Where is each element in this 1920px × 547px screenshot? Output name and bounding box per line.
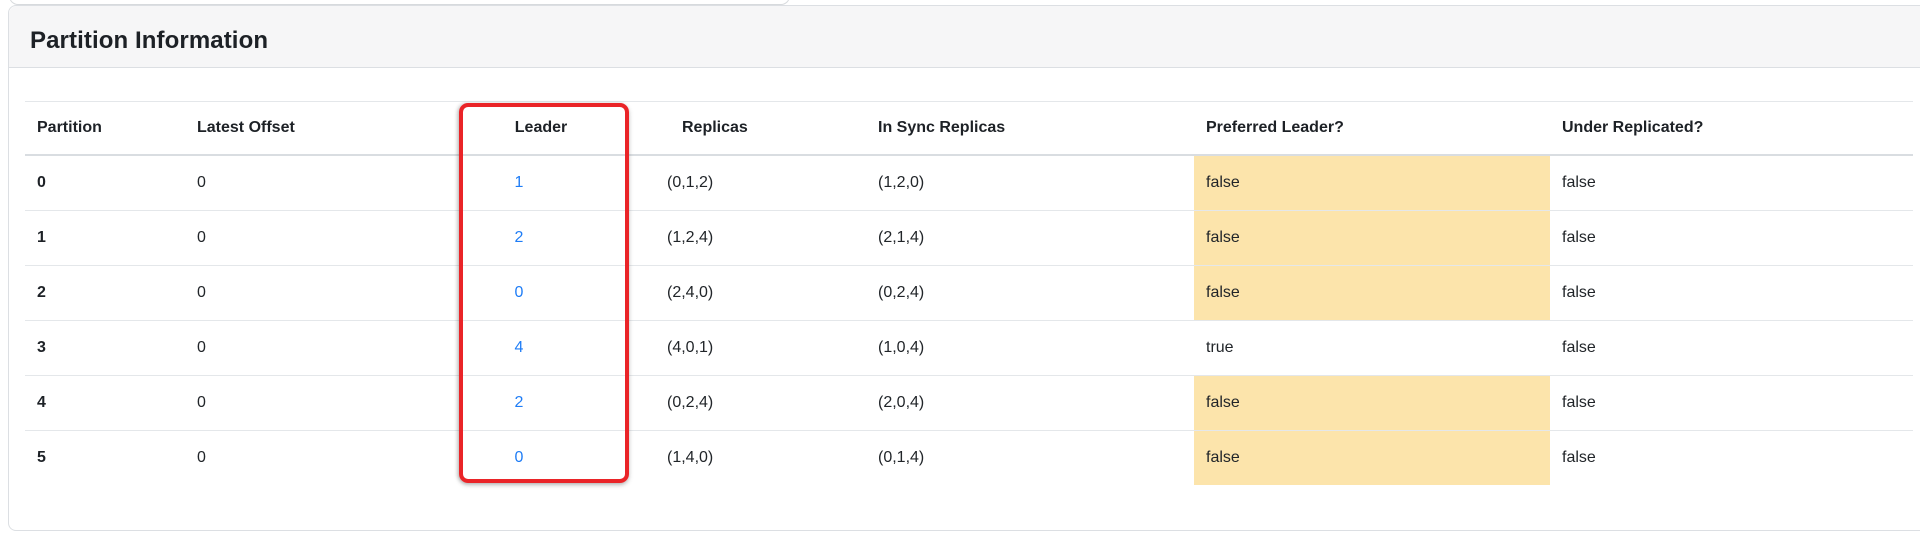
leader-cell: 2: [455, 375, 627, 431]
partition-cell: 1: [25, 210, 185, 266]
table-row: 5 0 0 (1,4,0) (0,1,4) false false: [25, 430, 1913, 485]
inSyncReplicas-cell: (2,0,4): [866, 375, 1194, 431]
page-title: Partition Information: [30, 27, 269, 54]
leader-link[interactable]: 2: [514, 394, 524, 411]
column-header-latestOffset: Latest Offset: [185, 101, 455, 156]
inSyncReplicas-cell: (1,0,4): [866, 320, 1194, 376]
preferredLeader-cell: false: [1194, 430, 1550, 485]
underReplicated-cell: false: [1550, 265, 1913, 321]
leader-link[interactable]: 4: [514, 339, 524, 356]
latestOffset-cell: 0: [185, 375, 455, 431]
inSyncReplicas-cell: (1,2,0): [866, 154, 1194, 211]
column-header-replicas: Replicas: [627, 101, 866, 156]
replicas-cell: (4,0,1): [627, 320, 866, 376]
inSyncReplicas-cell: (2,1,4): [866, 210, 1194, 266]
underReplicated-cell: false: [1550, 154, 1913, 211]
table-row: 0 0 1 (0,1,2) (1,2,0) false false: [25, 154, 1913, 211]
latestOffset-cell: 0: [185, 430, 455, 485]
leader-link[interactable]: 2: [514, 229, 524, 246]
latestOffset-cell: 0: [185, 210, 455, 266]
card-header: Partition Information: [9, 6, 1920, 68]
table-row: 1 0 2 (1,2,4) (2,1,4) false false: [25, 210, 1913, 266]
latestOffset-cell: 0: [185, 265, 455, 321]
leader-cell: 1: [455, 154, 627, 211]
partition-cell: 4: [25, 375, 185, 431]
leader-link[interactable]: 0: [514, 449, 524, 466]
column-header-leader: Leader: [455, 101, 627, 156]
preferredLeader-cell: false: [1194, 210, 1550, 266]
leader-cell: 0: [455, 430, 627, 485]
card-body: Partition Latest Offset Leader Replicas In S…: [9, 68, 1920, 485]
table-row: 2 0 0 (2,4,0) (0,2,4) false false: [25, 265, 1913, 321]
replicas-cell: (1,4,0): [627, 430, 866, 485]
underReplicated-cell: false: [1550, 375, 1913, 431]
preferredLeader-cell: false: [1194, 375, 1550, 431]
inSyncReplicas-cell: (0,2,4): [866, 265, 1194, 321]
preferredLeader-cell: true: [1194, 320, 1550, 376]
partition-cell: 2: [25, 265, 185, 321]
replicas-cell: (0,2,4): [627, 375, 866, 431]
partition-information-card: Partition Information Partition Latest Of…: [8, 5, 1920, 531]
replicas-cell: (1,2,4): [627, 210, 866, 266]
leader-cell: 4: [455, 320, 627, 376]
latestOffset-cell: 0: [185, 154, 455, 211]
leader-cell: 2: [455, 210, 627, 266]
underReplicated-cell: false: [1550, 210, 1913, 266]
partition-cell: 0: [25, 154, 185, 211]
column-header-preferredLeader: Preferred Leader?: [1194, 101, 1550, 156]
table-row: 3 0 4 (4,0,1) (1,0,4) true false: [25, 320, 1913, 376]
preferredLeader-cell: false: [1194, 154, 1550, 211]
column-header-partition: Partition: [25, 101, 185, 156]
replicas-cell: (0,1,2): [627, 154, 866, 211]
column-header-underReplicated: Under Replicated?: [1550, 101, 1913, 156]
column-header-inSyncReplicas: In Sync Replicas: [866, 101, 1194, 156]
replicas-cell: (2,4,0): [627, 265, 866, 321]
leader-cell: 0: [455, 265, 627, 321]
underReplicated-cell: false: [1550, 430, 1913, 485]
partition-table: Partition Latest Offset Leader Replicas In S…: [25, 101, 1913, 485]
table-body: 0 0 1 (0,1,2) (1,2,0) false false 1 0 2 (1,2,4) (2,…: [25, 154, 1913, 485]
partition-cell: 3: [25, 320, 185, 376]
preferredLeader-cell: false: [1194, 265, 1550, 321]
table-header-row: Partition Latest Offset Leader Replicas In S…: [25, 101, 1913, 156]
underReplicated-cell: false: [1550, 320, 1913, 376]
latestOffset-cell: 0: [185, 320, 455, 376]
inSyncReplicas-cell: (0,1,4): [866, 430, 1194, 485]
leader-link[interactable]: 0: [514, 284, 524, 301]
table-row: 4 0 2 (0,2,4) (2,0,4) false false: [25, 375, 1913, 431]
leader-link[interactable]: 1: [514, 174, 524, 191]
partition-cell: 5: [25, 430, 185, 485]
